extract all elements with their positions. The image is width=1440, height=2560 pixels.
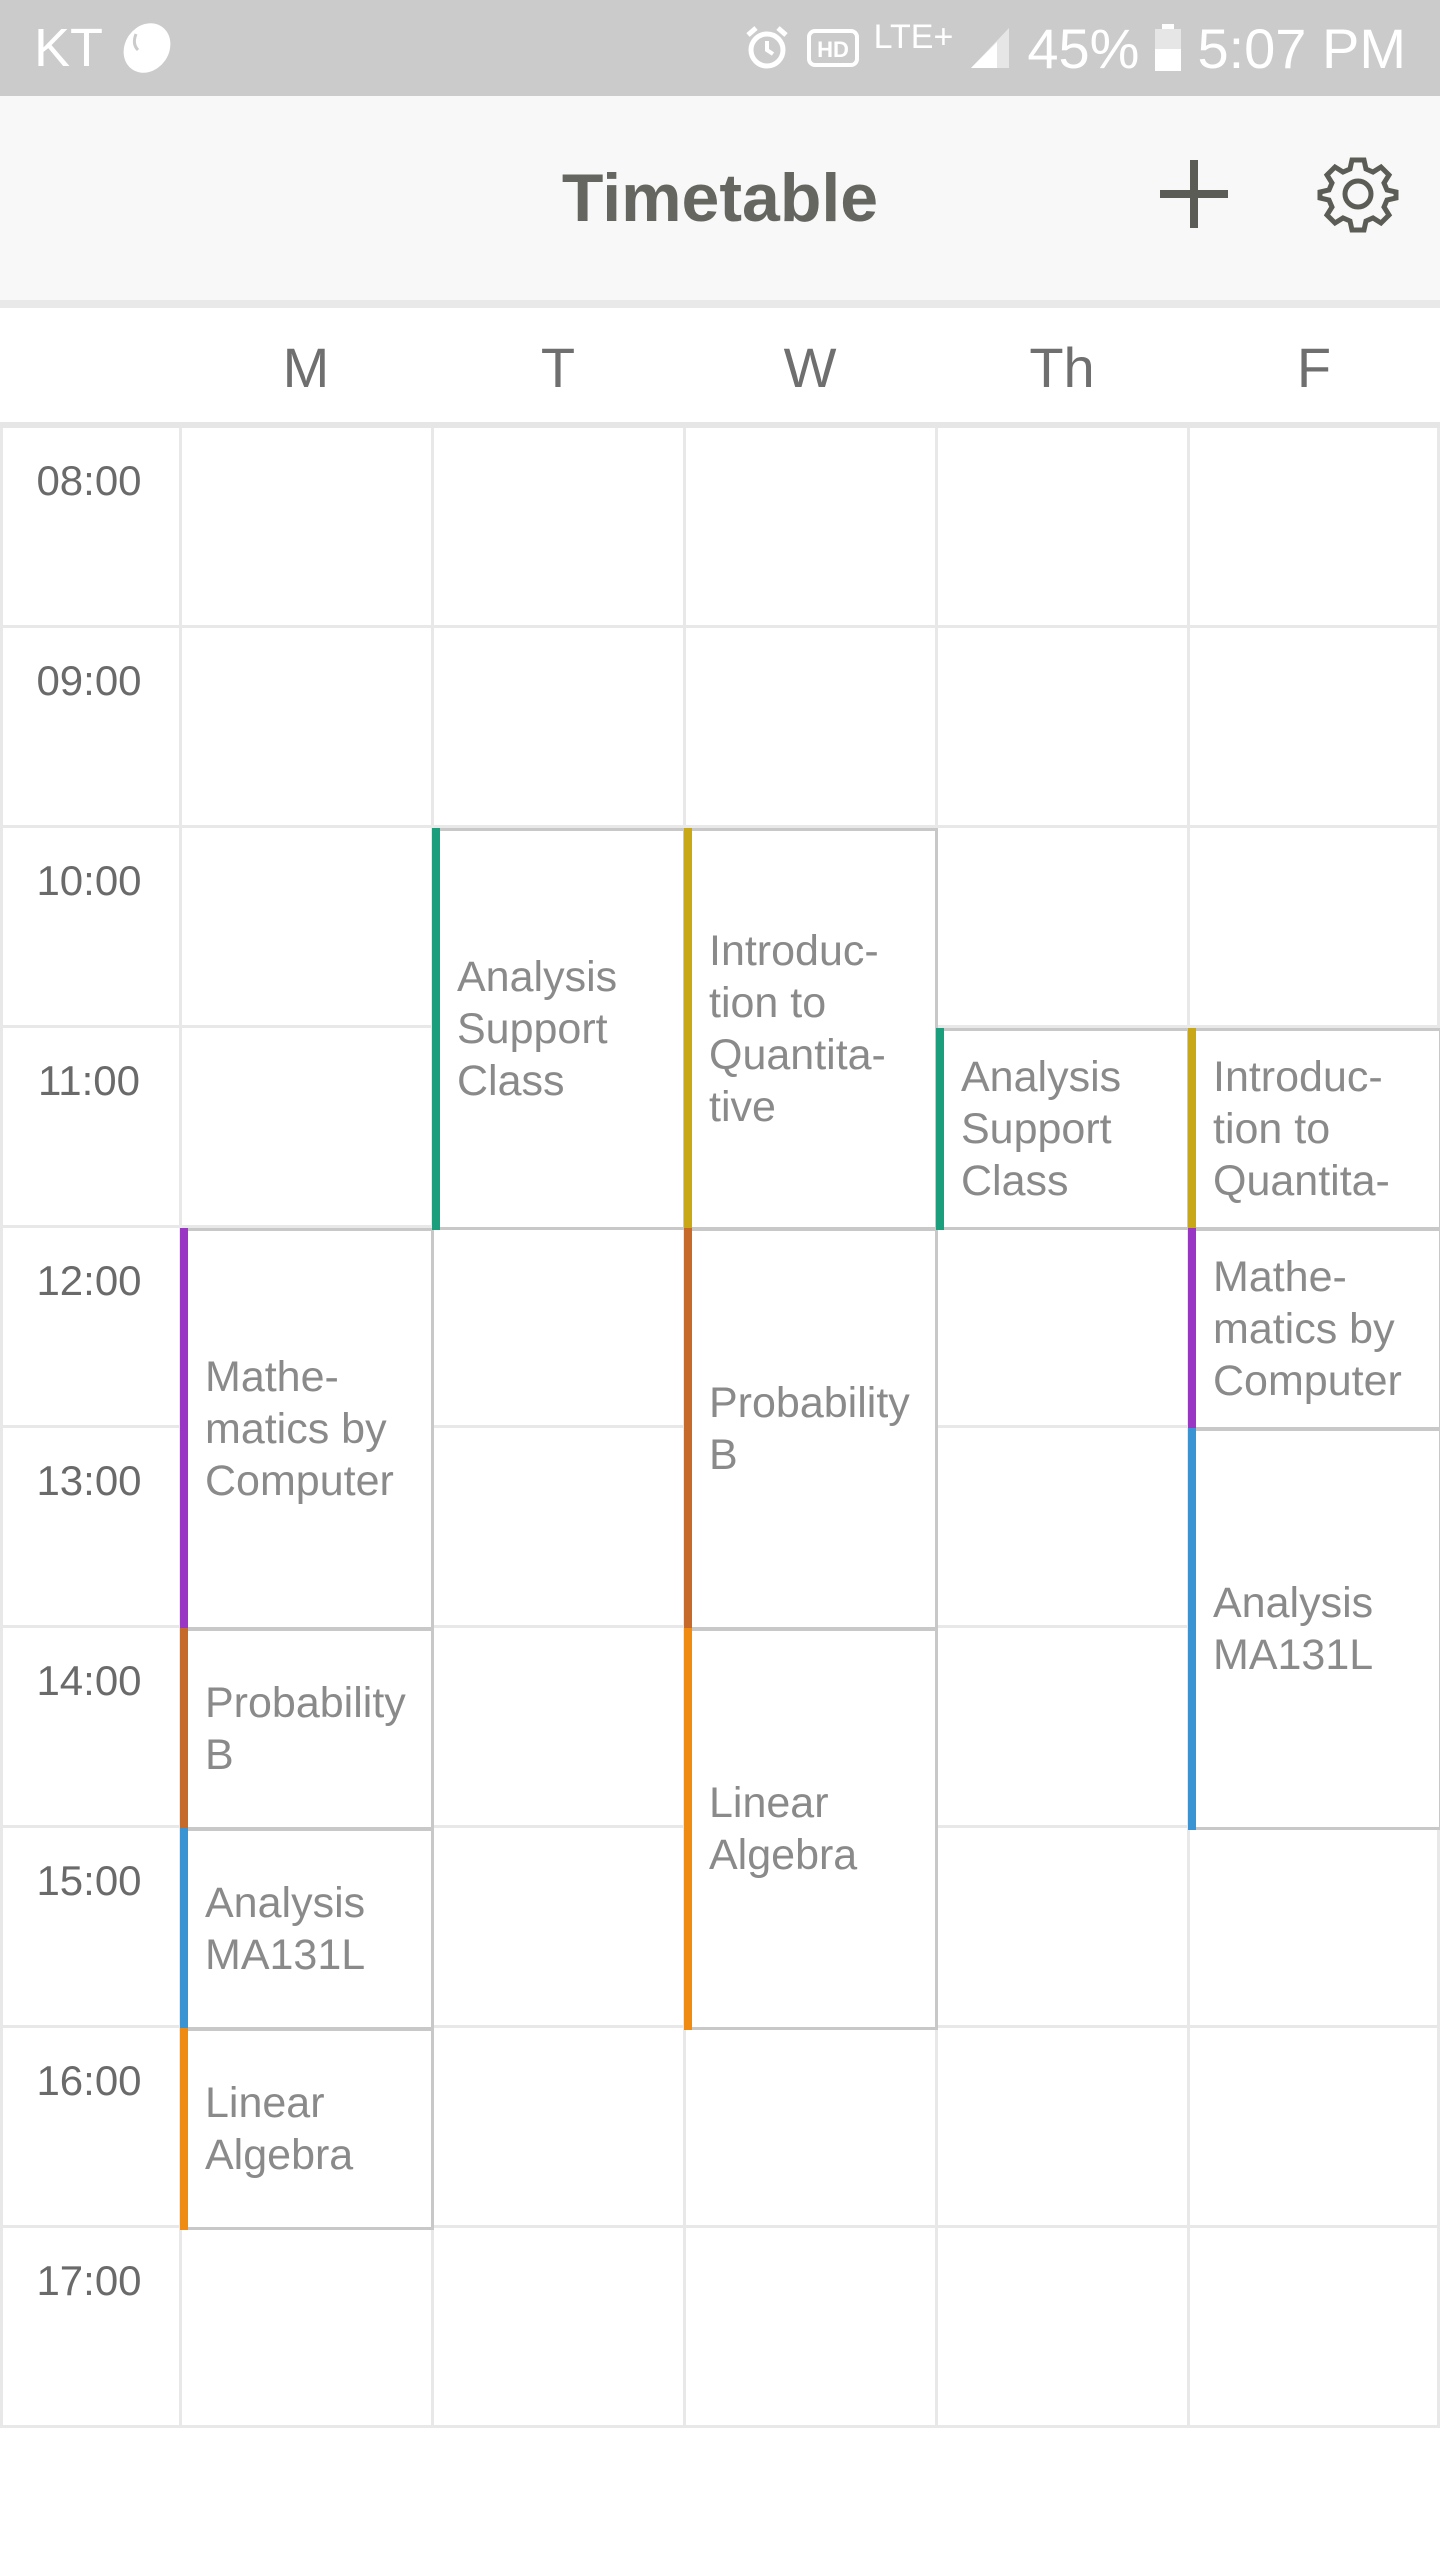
time-label: 16:00 [36,2057,142,2104]
class-title: Analysis Support Class [457,953,618,1105]
day-header: M T W Th F [0,308,1440,424]
plus-icon[interactable] [1152,152,1236,236]
class-block[interactable]: Probability B [684,1228,938,1630]
class-color-bar [684,1628,692,2030]
signal-icon [971,28,1010,68]
class-color-bar [180,2028,188,2230]
gear-icon[interactable] [1316,152,1400,236]
status-icons: HD LTE+ 45% 5:07 PM [742,16,1406,80]
hd-icon: HD [806,29,859,67]
day-thursday: Th [1029,336,1095,399]
app-bar: Timetable [0,96,1440,302]
class-color-bar [684,1228,692,1630]
class-title: Analysis Support Class [961,1053,1122,1205]
class-block[interactable]: Mathe- matics by Computer [1188,1228,1440,1430]
network-type: LTE+ [873,18,954,56]
time-label: 12:00 [36,1257,142,1304]
class-color-bar [1188,1228,1196,1430]
class-color-bar [1188,1428,1196,1830]
class-color-bar [684,828,692,1230]
time-label: 08:00 [36,457,142,504]
page-title: Timetable [561,160,879,236]
class-title: Linear Algebra [709,1779,858,1879]
class-block[interactable]: Analysis MA131L [1188,1428,1440,1830]
class-block[interactable]: Analysis Support Class [936,1028,1190,1230]
class-title: Mathe- matics by Computer [1213,1253,1402,1405]
grid-line [0,2225,1440,2228]
class-block[interactable]: Mathe- matics by Computer [180,1228,434,1630]
day-tuesday: T [540,336,576,399]
class-block[interactable]: Probability B [180,1628,434,1830]
alarm-icon [746,26,788,69]
class-block[interactable]: Introduc- tion to Quantita- tive [684,828,938,1230]
class-color-bar [1188,1028,1196,1230]
class-title: Probability B [205,1679,406,1779]
timetable-grid: 08:00 09:00 10:00 11:00 12:00 13:00 14:0… [0,428,1440,2428]
day-wednesday: W [783,336,837,399]
class-block[interactable]: Introduc- tion to Quantita- [1188,1028,1440,1230]
time-label: 14:00 [36,1657,142,1704]
time-label: 11:00 [38,1057,140,1104]
time-label: 15:00 [36,1857,142,1904]
class-title: Analysis MA131L [1213,1579,1374,1679]
class-title: Analysis MA131L [205,1879,366,1979]
battery-icon [1155,24,1182,71]
app-bar-divider [0,300,1440,308]
class-color-bar [180,1628,188,1830]
class-color-bar [180,1828,188,2030]
clock: 5:07 PM [1197,16,1406,80]
class-block[interactable]: Linear Algebra [684,1628,938,2030]
time-label: 17:00 [36,2257,142,2304]
svg-text:HD: HD [817,37,849,62]
grid-line [0,625,1440,628]
class-block[interactable]: Analysis Support Class [432,828,686,1230]
day-header-divider [0,422,1440,428]
battery-percent: 45% [1027,16,1140,80]
class-title: Linear Algebra [205,2079,354,2179]
class-title: Mathe- matics by Computer [205,1353,394,1505]
status-bar: KT HD LTE+ 45% 5:07 PM [0,0,1440,96]
time-label: 09:00 [36,657,142,704]
class-title: Introduc- tion to Quantita- [1213,1053,1390,1205]
grid-line [0,428,3,2428]
class-title: Probability B [709,1379,910,1479]
day-monday: M [282,336,330,399]
class-block[interactable]: Analysis MA131L [180,1828,434,2030]
time-label: 13:00 [36,1457,142,1504]
grid-line [0,2425,1440,2428]
class-block[interactable]: Linear Algebra [180,2028,434,2230]
time-label: 10:00 [36,857,142,904]
class-color-bar [936,1028,944,1230]
bean-icon [123,23,171,73]
class-color-bar [180,1228,188,1630]
day-friday: F [1296,336,1332,399]
grid-line [0,825,1440,828]
class-title: Introduc- tion to Quantita- tive [709,927,886,1131]
carrier-label: KT [34,18,104,78]
class-color-bar [432,828,440,1230]
